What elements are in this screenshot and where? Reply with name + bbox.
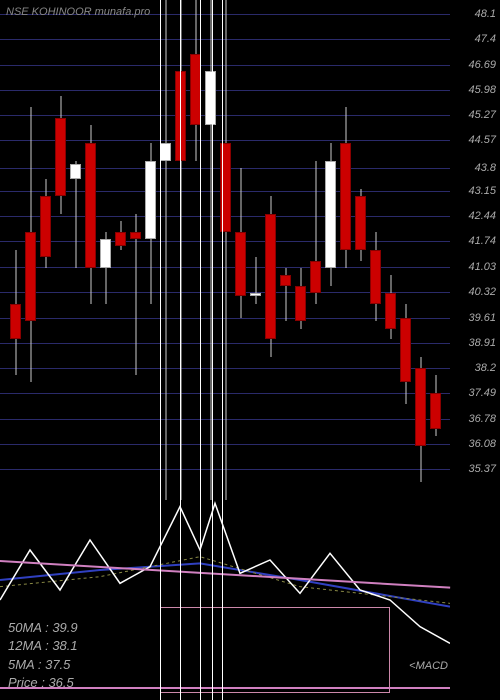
candle [130, 214, 141, 375]
candle [385, 275, 396, 339]
ma12-stat: 12MA : 38.1 [8, 637, 78, 655]
candle [235, 168, 246, 318]
y-tick-label: 45.98 [468, 84, 496, 96]
candle [430, 375, 441, 436]
macd-label: <MACD [409, 660, 448, 672]
y-tick-label: 48.1 [475, 8, 496, 20]
vertical-marker [160, 0, 161, 700]
macd-box [160, 607, 390, 694]
y-tick-label: 37.49 [468, 387, 496, 399]
price-panel: NSE KOHINOOR munafa.pro 48.1 47.4 46.69 45.… [0, 0, 500, 500]
vertical-marker [212, 0, 213, 700]
y-tick-label: 39.61 [468, 312, 496, 324]
y-tick-label: 36.78 [468, 413, 496, 425]
price-stat: Price : 36.5 [8, 674, 78, 692]
vertical-marker [222, 0, 223, 700]
ma5-stat: 5MA : 37.5 [8, 656, 78, 674]
candle [145, 143, 156, 304]
candle [250, 257, 261, 303]
candle [10, 250, 21, 375]
candle [400, 304, 411, 404]
y-tick-label: 41.74 [468, 235, 496, 247]
y-tick-label: 36.08 [468, 438, 496, 450]
candle [205, 0, 216, 500]
y-tick-label: 40.32 [468, 286, 496, 298]
candle [295, 268, 306, 329]
y-tick-label: 42.44 [468, 210, 496, 222]
chart-title: NSE KOHINOOR munafa.pro [6, 6, 150, 18]
y-tick-label: 38.91 [468, 337, 496, 349]
candle [100, 232, 111, 303]
candle [280, 268, 291, 322]
y-tick-label: 47.4 [475, 33, 496, 45]
candle [40, 179, 51, 268]
candle [325, 143, 336, 286]
candle [85, 125, 96, 304]
candle [25, 107, 36, 382]
candle [310, 161, 321, 304]
candle [370, 232, 381, 321]
y-tick-label: 41.03 [468, 261, 496, 273]
y-tick-label: 46.69 [468, 59, 496, 71]
candle [355, 189, 366, 260]
price-y-axis: 48.1 47.4 46.69 45.98 45.27 44.57 43.8 43.15 42.… [450, 0, 500, 500]
y-tick-label: 35.37 [468, 463, 496, 475]
candle [55, 96, 66, 214]
vertical-marker [180, 0, 181, 700]
candle [265, 196, 276, 357]
y-tick-label: 43.8 [475, 162, 496, 174]
stats-block: 50MA : 39.9 12MA : 38.1 5MA : 37.5 Price… [8, 619, 78, 692]
candle [340, 107, 351, 268]
y-tick-label: 38.2 [475, 362, 496, 374]
y-tick-label: 44.57 [468, 134, 496, 146]
candle [70, 161, 81, 268]
candle [160, 0, 171, 500]
candle [115, 221, 126, 250]
y-tick-label: 43.15 [468, 185, 496, 197]
vertical-marker [200, 0, 201, 700]
candle [415, 357, 426, 482]
ma50-stat: 50MA : 39.9 [8, 619, 78, 637]
y-tick-label: 45.27 [468, 109, 496, 121]
chart-container: NSE KOHINOOR munafa.pro 48.1 47.4 46.69 45.… [0, 0, 500, 700]
